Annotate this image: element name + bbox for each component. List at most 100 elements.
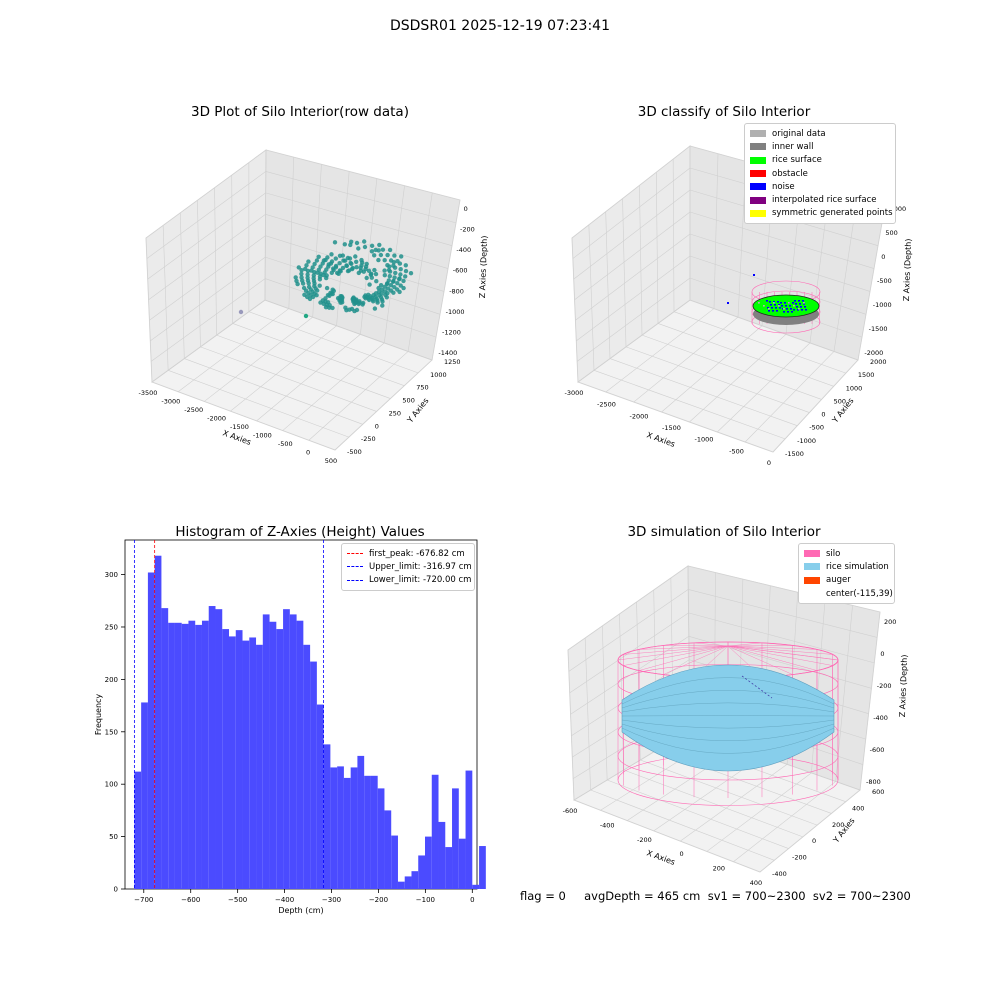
raw-point <box>382 273 387 278</box>
raw-point <box>238 309 244 315</box>
raw-point <box>299 268 304 273</box>
sim-gridline <box>859 611 881 791</box>
classify-gridline <box>857 199 887 361</box>
raw-point <box>401 285 406 291</box>
sim-x-tick-label: 200 <box>713 865 725 873</box>
raw-x-tick-label: -2000 <box>207 415 226 423</box>
histogram-title: Histogram of Z-Axies (Height) Values <box>175 524 425 540</box>
raw-x-tick-label: -1000 <box>253 432 272 440</box>
sim-rice-mesh-line <box>621 719 835 729</box>
classify-x-tick-label: -500 <box>729 447 744 455</box>
classify-z-tick-label: -1500 <box>869 325 888 333</box>
raw-point <box>403 263 408 268</box>
raw-point <box>324 275 329 281</box>
raw-point <box>382 268 387 273</box>
raw-point <box>349 306 355 312</box>
classify-noise-point <box>792 302 794 304</box>
sim-x-axis-label: X Axies <box>645 848 676 867</box>
histogram-x-tick-label: −700 <box>134 896 153 904</box>
raw-point <box>391 263 396 268</box>
legend-label: noise <box>772 181 795 192</box>
raw-z-tick-label: -1200 <box>442 328 461 336</box>
classify-noise-point <box>768 310 770 312</box>
raw-gridline <box>145 149 267 239</box>
histogram-bar <box>201 620 209 889</box>
histogram-bar <box>235 630 243 889</box>
raw-point <box>393 270 398 276</box>
raw-x-axis-label: X Axies <box>221 428 252 447</box>
raw-point <box>378 252 384 258</box>
raw-z-axis-label: Z Axies (Depth) <box>478 235 489 298</box>
classify-noise-point <box>783 311 785 313</box>
histogram-bar <box>215 609 223 889</box>
legend-item: obstacle <box>750 167 890 180</box>
raw-point <box>309 268 314 273</box>
classify-gridline <box>577 381 774 453</box>
sim-gridline <box>623 769 803 838</box>
raw-point <box>373 291 379 296</box>
legend-line-swatch <box>347 579 363 581</box>
raw-point <box>368 272 373 277</box>
raw-z-tick-label: -800 <box>449 287 464 295</box>
classify-original-point <box>803 302 805 304</box>
raw-gridline <box>200 346 377 412</box>
raw-point <box>343 305 348 310</box>
raw-point <box>398 283 403 288</box>
raw-x-tick-label: 500 <box>325 457 337 465</box>
raw-x-tick-label: -3000 <box>161 398 180 406</box>
raw-point <box>315 270 320 275</box>
raw-point <box>304 263 309 268</box>
classify-gridline <box>605 308 715 393</box>
raw-point <box>314 293 319 298</box>
histogram-y-tick-label: 0 <box>114 886 118 894</box>
raw-point <box>364 261 369 267</box>
sim-silo-roof-strut <box>727 645 833 655</box>
raw-point <box>305 272 310 277</box>
histogram-bar <box>391 835 398 889</box>
sim-rice-mesh-line <box>621 727 835 754</box>
classify-noise-point <box>775 307 777 309</box>
histogram-bar <box>289 614 297 889</box>
raw-point <box>403 268 409 274</box>
raw-plot-title: 3D Plot of Silo Interior(row data) <box>191 104 409 120</box>
sim-z-tick-label: -600 <box>870 746 885 754</box>
legend-item: Lower_limit: -720.00 cm <box>347 574 471 587</box>
histogram-bar <box>323 744 331 889</box>
raw-point <box>399 254 404 259</box>
raw-z-tick-label: -1400 <box>438 349 457 357</box>
raw-point <box>398 267 403 272</box>
histogram-y-tick-label: 250 <box>105 623 118 631</box>
raw-y-tick-label: -500 <box>347 448 362 456</box>
sim-rice-mesh-line <box>621 677 835 705</box>
raw-point <box>398 272 403 277</box>
raw-point <box>363 293 368 298</box>
raw-point <box>373 271 379 277</box>
classify-noise-point <box>803 303 805 305</box>
sim-y-tick-label: 400 <box>852 804 864 812</box>
raw-point <box>330 305 335 311</box>
classify-gridline <box>576 255 691 342</box>
sim-gridline <box>584 637 591 791</box>
raw-point <box>392 275 397 280</box>
histogram-y-tick-label: 100 <box>105 781 118 789</box>
sim-gridline <box>687 565 881 613</box>
classify-z-tick-label: -500 <box>877 277 892 285</box>
legend-label: center(-115,39) <box>826 588 893 599</box>
legend-item: Upper_limit: -316.97 cm <box>347 560 472 573</box>
legend-swatch <box>750 143 766 151</box>
raw-point <box>385 263 390 268</box>
raw-point <box>359 257 364 263</box>
raw-gridline <box>151 381 336 451</box>
classify-gridline <box>689 233 871 292</box>
histogram-bar <box>343 777 351 889</box>
raw-point <box>316 254 321 259</box>
raw-gridline <box>148 214 266 300</box>
sim-silo-roof-strut <box>638 645 729 671</box>
raw-gridline <box>216 334 391 399</box>
classify-noise-point <box>804 306 806 308</box>
raw-point <box>333 256 338 261</box>
classify-noise-point <box>805 309 807 311</box>
raw-point <box>353 254 358 259</box>
classify-y-tick-label: 1000 <box>846 384 863 392</box>
legend-item: interpolated rice surface <box>750 193 890 206</box>
